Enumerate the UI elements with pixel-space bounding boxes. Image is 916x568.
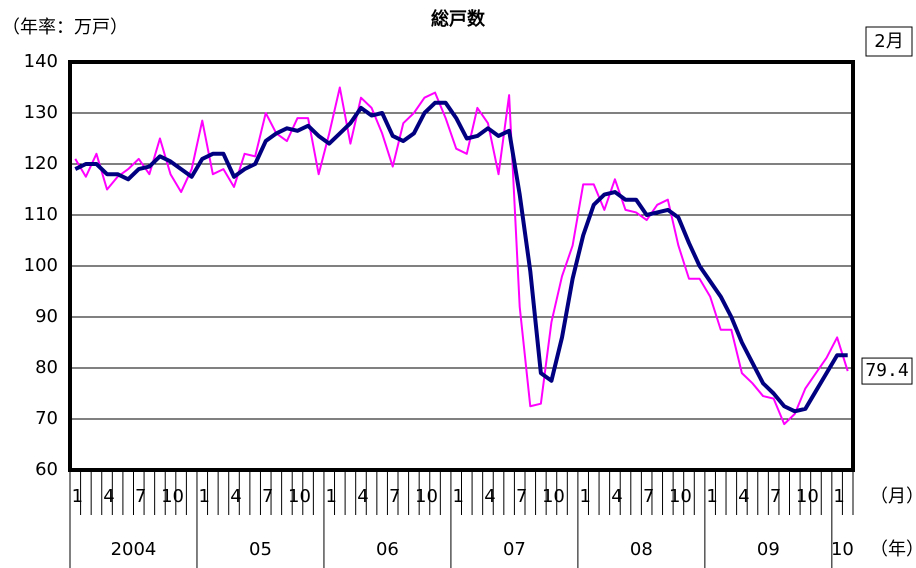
x-tick-label: 10	[669, 486, 692, 507]
x-tick-label: 7	[262, 486, 273, 507]
x-tick-label: 4	[484, 486, 495, 507]
y-tick-label: 100	[24, 255, 58, 276]
x-tick-label: 10	[161, 486, 184, 507]
value-label: 79.4	[865, 360, 908, 381]
x-tick-label: 1	[199, 486, 210, 507]
year-label: 10	[831, 539, 854, 560]
x-tick-label: 1	[833, 486, 844, 507]
x-tick-label: 10	[415, 486, 438, 507]
year-label: 06	[376, 539, 399, 560]
x-tick-label: 7	[389, 486, 400, 507]
x-tick-label: 10	[542, 486, 565, 507]
x-tick-label: 10	[288, 486, 311, 507]
series-line	[74, 86, 849, 426]
x-tick-label: 4	[738, 486, 749, 507]
y-axis-label: （年率：万戸）	[2, 17, 128, 38]
y-tick-label: 70	[35, 408, 58, 429]
x-tick-label: 4	[103, 486, 114, 507]
y-tick-label: 140	[24, 51, 58, 72]
x-tick-label: 7	[516, 486, 527, 507]
month-unit: （月）	[870, 486, 916, 507]
x-tick-label: 1	[706, 486, 717, 507]
x-tick-label: 1	[579, 486, 590, 507]
year-label: 07	[503, 539, 526, 560]
y-tick-label: 80	[35, 357, 58, 378]
y-tick-label: 120	[24, 153, 58, 174]
year-label: 2004	[111, 539, 157, 560]
x-tick-label: 4	[357, 486, 368, 507]
y-tick-label: 60	[35, 459, 58, 480]
y-tick-label: 90	[35, 306, 58, 327]
y-tick-label: 110	[24, 204, 58, 225]
plot-border	[68, 60, 855, 472]
y-tick-label: 130	[24, 102, 58, 123]
x-tick-label: 1	[72, 486, 83, 507]
x-tick-label: 7	[770, 486, 781, 507]
year-label: 05	[249, 539, 272, 560]
x-tick-label: 7	[643, 486, 654, 507]
year-unit: （年）	[870, 539, 916, 560]
value-label-box	[861, 357, 913, 385]
x-tick-label: 1	[326, 486, 337, 507]
x-tick-label: 7	[135, 486, 146, 507]
annotation: 2月	[874, 31, 903, 52]
chart-title: 総戸数	[431, 8, 486, 30]
x-tick-label: 4	[230, 486, 241, 507]
x-tick-label: 10	[796, 486, 819, 507]
x-tick-label: 1	[452, 486, 463, 507]
annotation-box	[865, 26, 913, 57]
year-label: 08	[630, 539, 653, 560]
x-tick-label: 4	[611, 486, 622, 507]
series-line	[74, 100, 848, 414]
year-label: 09	[757, 539, 780, 560]
